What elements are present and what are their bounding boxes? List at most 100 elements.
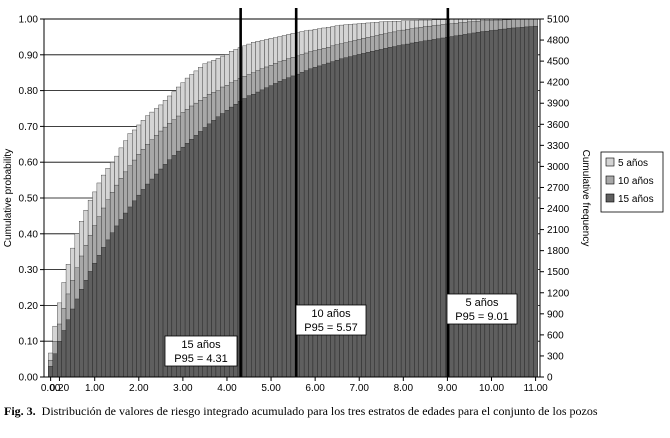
bar-series2-106 — [515, 27, 521, 378]
bar-series2-17 — [123, 212, 128, 378]
bar-series2-75 — [378, 49, 384, 378]
bar-series2-11 — [96, 255, 102, 378]
bar-series2-103 — [502, 28, 508, 378]
bar-series2-12 — [101, 247, 106, 378]
right-tick-label-9: 2700 — [547, 183, 570, 194]
bar-series2-97 — [475, 32, 481, 378]
bar-series2-109 — [528, 26, 534, 378]
x-axis-ticks: 0.000.20 1.00 2.00 3.00 4.00 5.00 6.00 7.00 8.00… — [41, 377, 548, 394]
bar-series2-78 — [392, 46, 397, 378]
legend-label-1: 10 años — [618, 176, 654, 187]
right-tick-label-2: 600 — [547, 330, 564, 341]
bar-series2-84 — [418, 41, 424, 378]
bar-series2-91 — [449, 36, 455, 378]
x-tick-label-0: 0.00 — [41, 383, 61, 394]
bar-series2-9 — [87, 271, 93, 378]
bar-series2-108 — [524, 26, 530, 378]
legend-label-0: 5 años — [618, 158, 648, 169]
bar-series2-19 — [132, 200, 137, 378]
right-axis-title: Cumulative frequency — [580, 150, 591, 247]
bar-series2-0 — [48, 366, 53, 378]
right-tick-label-0: 0 — [547, 373, 553, 384]
bar-series2-3 — [61, 330, 67, 378]
legend-swatch-1 — [605, 175, 615, 185]
bar-series2-49 — [264, 87, 270, 378]
left-tick-label-10: 1.00 — [19, 15, 39, 26]
right-tick-label-15: 4500 — [547, 57, 570, 68]
bar-series2-85 — [422, 40, 428, 378]
bar-series2-99 — [484, 30, 490, 378]
right-tick-label-4: 1200 — [547, 288, 570, 299]
right-tick-label-8: 2400 — [547, 204, 570, 215]
bar-series2-2 — [57, 341, 62, 378]
bar-series2-1 — [52, 353, 58, 378]
bar-series2-94 — [462, 34, 468, 378]
bar-series2-74 — [374, 49, 380, 378]
x-tick-label-11: 10.00 — [479, 383, 504, 394]
right-tick-label-1: 300 — [547, 351, 564, 362]
right-axis-ticks: 0 300 600 900 1200 1500 1800 2100 2400 2700 3000 33… — [540, 15, 570, 384]
bar-series2-77 — [387, 47, 393, 378]
bar-series2-89 — [440, 37, 446, 378]
bar-series2-45 — [246, 95, 252, 378]
bar-series2-83 — [414, 42, 419, 378]
right-tick-label-5: 1500 — [547, 267, 570, 278]
bars-layer — [48, 18, 538, 378]
p95-label-box-0 — [164, 335, 238, 367]
bar-series2-72 — [365, 52, 371, 378]
bar-series2-98 — [480, 31, 486, 378]
p95-label-value-1: P95 = 5.57 — [304, 322, 358, 334]
bar-series2-82 — [409, 42, 415, 378]
bar-series2-88 — [436, 38, 441, 378]
bar-series2-107 — [519, 27, 525, 378]
left-tick-label-4: 0.40 — [19, 229, 39, 240]
left-axis-ticks: 0.00 0.10 0.20 0.30 0.40 0.50 0.60 0.70 0.80 0.90… — [19, 15, 44, 384]
p95-label-name-1: 10 años — [311, 308, 351, 320]
bar-series2-7 — [79, 289, 84, 378]
right-tick-label-17: 5100 — [547, 15, 570, 26]
p95-label-name-2: 5 años — [465, 297, 499, 309]
bar-series2-86 — [427, 39, 433, 378]
bar-series2-5 — [70, 308, 76, 378]
right-tick-label-13: 3900 — [547, 99, 570, 110]
p95-label-value-0: P95 = 4.31 — [174, 353, 228, 365]
bar-series2-8 — [83, 280, 89, 378]
right-tick-label-12: 3600 — [547, 120, 570, 131]
legend-label-2: 15 años — [618, 194, 654, 205]
bar-series2-48 — [259, 89, 265, 378]
p95-label-box-1 — [295, 304, 367, 336]
p95-annotations: 15 años P95 = 4.31 10 años P95 = 5.57 5 años… — [164, 293, 518, 367]
bar-series2-44 — [242, 98, 247, 378]
x-tick-label-2: 1.00 — [85, 383, 105, 394]
bar-series2-104 — [506, 28, 512, 378]
right-tick-label-6: 1800 — [547, 246, 570, 257]
p95-label-box-2 — [446, 293, 518, 325]
bar-series2-23 — [149, 178, 155, 378]
bar-series2-18 — [127, 206, 133, 378]
legend-swatch-2 — [605, 193, 615, 203]
bar-series2-92 — [453, 35, 459, 378]
bar-series2-80 — [400, 44, 406, 378]
x-tick-label-9: 8.00 — [394, 383, 414, 394]
left-tick-label-0: 0.00 — [19, 373, 39, 384]
left-axis-title: Cumulative probability — [3, 149, 14, 247]
bar-series2-20 — [136, 194, 142, 378]
right-tick-label-10: 3000 — [547, 162, 570, 173]
bar-series2-55 — [290, 75, 296, 378]
right-tick-label-16: 4800 — [547, 36, 570, 47]
x-tick-label-6: 5.00 — [261, 383, 281, 394]
bar-series2-46 — [251, 94, 256, 378]
left-tick-label-3: 0.30 — [19, 265, 39, 276]
right-tick-label-7: 2100 — [547, 225, 570, 236]
bar-series2-50 — [268, 85, 274, 378]
bar-series2-51 — [273, 83, 278, 378]
figure-label: Fig. 3. — [4, 404, 36, 418]
x-tick-label-5: 4.00 — [217, 383, 237, 394]
bar-series2-47 — [255, 91, 261, 378]
left-tick-label-9: 0.90 — [19, 50, 39, 61]
bar-series2-110 — [533, 25, 538, 378]
bar-series2-79 — [396, 45, 402, 378]
right-tick-label-3: 900 — [547, 309, 564, 320]
bar-series2-13 — [105, 239, 111, 378]
bar-series2-101 — [493, 29, 499, 378]
